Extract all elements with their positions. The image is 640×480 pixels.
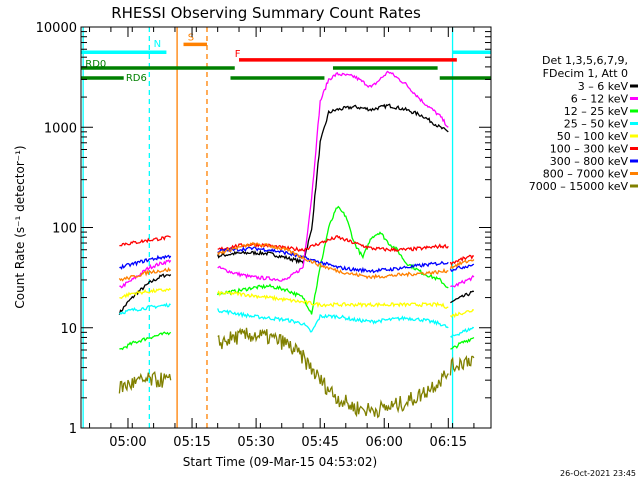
series-7-segment-0 [118, 267, 172, 282]
x-tick-label-2: 05:30 [237, 435, 274, 450]
series-8 [118, 327, 475, 419]
series-2-segment-0 [119, 331, 172, 351]
flag-decim-label: RD0 [85, 59, 106, 70]
series-5-segment-2 [449, 254, 474, 267]
series-4-segment-2 [449, 309, 475, 319]
y-tick-label-3: 1000 [44, 121, 77, 136]
series-5 [119, 235, 474, 267]
series-1-segment-2 [450, 274, 475, 288]
series-8-segment-2 [449, 355, 475, 376]
series-3-segment-0 [118, 302, 171, 315]
footer-timestamp: 26-Oct-2021 23:45 [560, 469, 636, 478]
x-tick-label-4: 06:00 [365, 435, 402, 450]
series-7-segment-2 [449, 259, 475, 270]
y-tick-label-0: 1 [69, 422, 77, 437]
series-6-segment-1 [217, 246, 449, 274]
legend-header-line-2: FDecim 1, Att 0 [543, 67, 628, 80]
series-4-segment-0 [119, 287, 172, 299]
chart-title: RHESSI Observing Summary Count Rates [111, 4, 421, 22]
legend-entry-3: 25 – 50 keV [564, 118, 629, 131]
y-axis-label: Count Rate (s⁻¹ detector⁻¹) [13, 145, 27, 308]
legend-entry-8: 7000 – 15000 keV [529, 180, 629, 193]
legend-entry-1: 6 – 12 keV [571, 93, 629, 106]
y-tick-label-1: 10 [60, 322, 77, 337]
series-4-segment-1 [217, 290, 449, 309]
series-2 [119, 205, 475, 351]
series-2-segment-2 [450, 336, 475, 350]
y-tick-label-4: 10000 [36, 21, 77, 36]
y-tick-label-2: 100 [52, 222, 77, 237]
flag-night-label: N [154, 39, 161, 50]
x-tick-label-3: 05:45 [301, 435, 338, 450]
legend-entry-7: 800 – 7000 keV [543, 168, 629, 181]
flag-saa-label: S [188, 32, 194, 43]
series-6-segment-0 [119, 254, 172, 270]
series-3 [118, 302, 475, 338]
series-0-segment-1 [217, 103, 449, 265]
series-8-segment-0 [118, 371, 172, 394]
series-0-segment-2 [450, 290, 475, 304]
series-7-segment-1 [217, 241, 449, 280]
series-0-segment-0 [118, 273, 172, 316]
series-1-segment-1 [217, 70, 449, 282]
series-4 [119, 287, 475, 319]
legend-entry-5: 100 – 300 keV [550, 143, 629, 156]
flag-flare-label: F [235, 49, 241, 60]
series-3-segment-1 [217, 308, 449, 333]
x-tick-label-1: 05:15 [173, 435, 210, 450]
x-axis-label: Start Time (09-Mar-15 04:53:02) [183, 455, 377, 469]
flag-decim6-label: RD6 [126, 73, 147, 84]
plot-frame [80, 26, 492, 429]
series-6-segment-2 [449, 263, 475, 272]
legend-header: Det 1,3,5,6,7,9, FDecim 1, Att 0 [542, 54, 628, 80]
series-3-segment-2 [450, 326, 475, 338]
legend-entry-4: 50 – 100 keV [557, 130, 629, 143]
series-0 [118, 103, 475, 316]
series-7 [118, 241, 475, 282]
series-5-segment-0 [119, 235, 171, 247]
legend-header-line-1: Det 1,3,5,6,7,9, [542, 54, 628, 67]
legend-entry-0: 3 – 6 keV [578, 80, 629, 93]
series-2-segment-1 [217, 205, 449, 315]
series-8-segment-1 [217, 327, 449, 419]
x-tick-label-0: 05:00 [109, 435, 146, 450]
legend-entry-6: 300 – 800 keV [550, 155, 629, 168]
x-tick-label-5: 06:15 [430, 435, 467, 450]
legend-entry-2: 12 – 25 keV [564, 105, 629, 118]
series-6 [119, 246, 475, 274]
series-5-segment-1 [217, 235, 449, 253]
